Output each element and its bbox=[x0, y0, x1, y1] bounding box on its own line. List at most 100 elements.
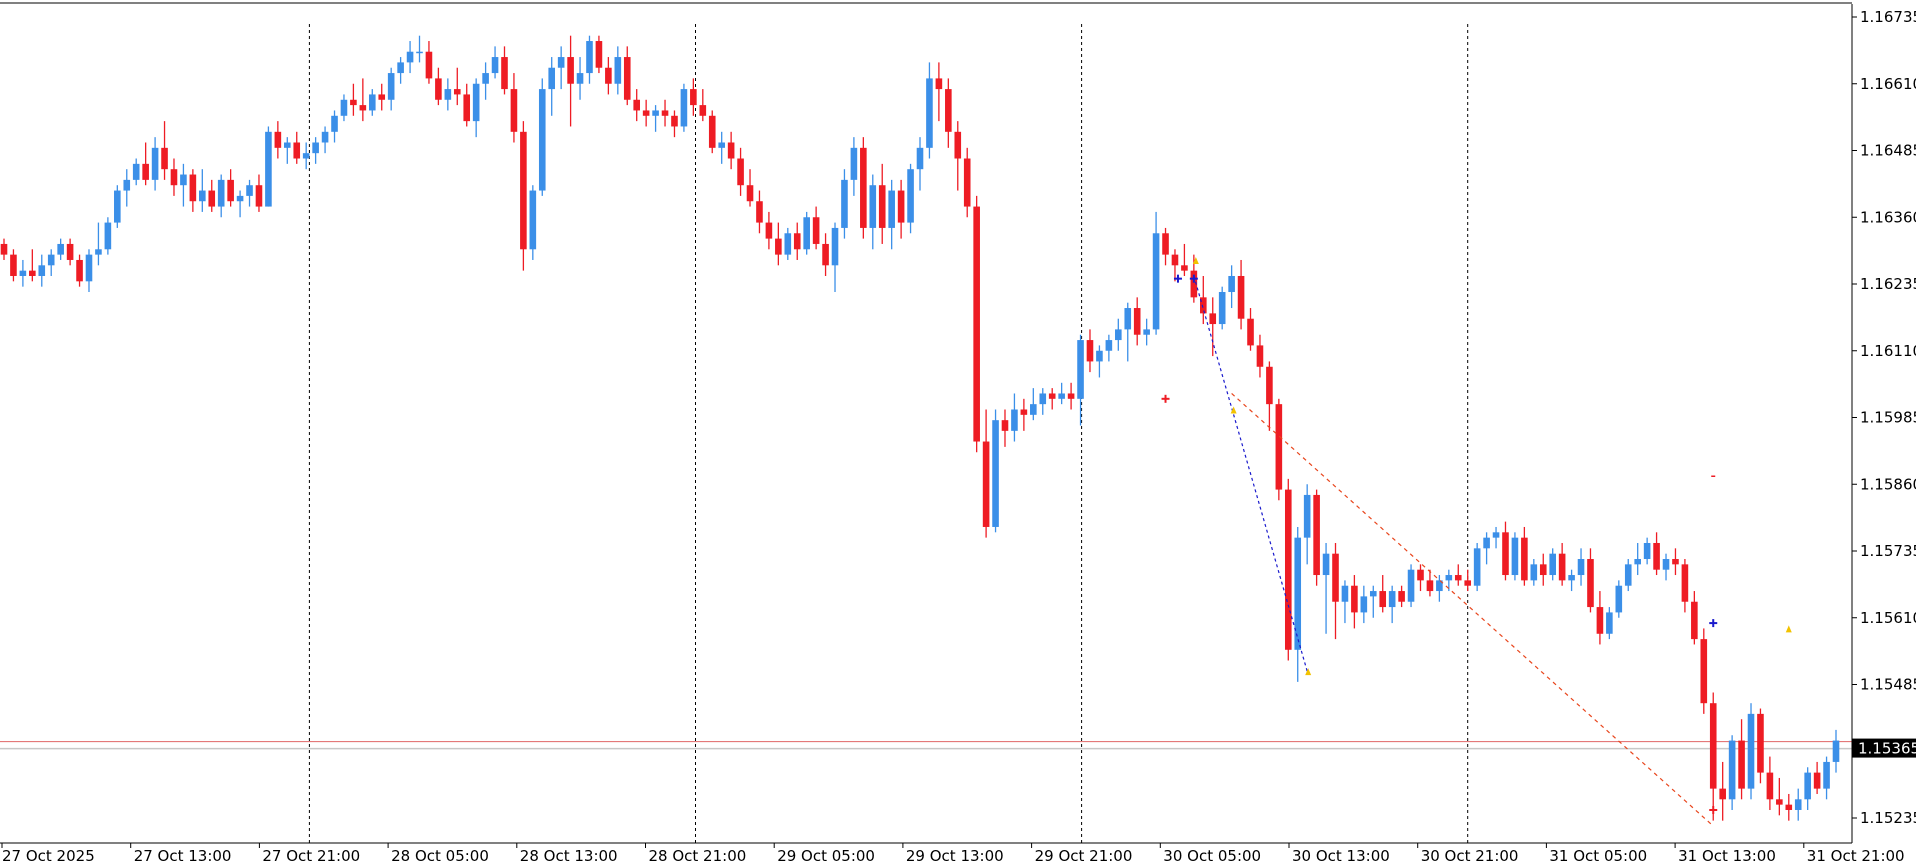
bull-candle[interactable] bbox=[1483, 532, 1490, 565]
bear-candle[interactable] bbox=[1133, 297, 1141, 346]
bear-candle[interactable] bbox=[793, 222, 801, 260]
bear-candle[interactable] bbox=[29, 249, 36, 282]
bull-candle[interactable] bbox=[992, 409, 999, 533]
bear-candle[interactable] bbox=[1284, 478, 1292, 661]
bull-candle[interactable] bbox=[1624, 559, 1632, 592]
bear-candle[interactable] bbox=[10, 249, 17, 282]
bull-candle[interactable] bbox=[718, 131, 725, 164]
bear-candle[interactable] bbox=[973, 195, 980, 453]
bear-candle[interactable] bbox=[1275, 398, 1283, 501]
bear-candle[interactable] bbox=[1209, 297, 1217, 357]
bear-candle[interactable] bbox=[1398, 585, 1405, 608]
bear-candle[interactable] bbox=[501, 46, 508, 95]
bear-candle[interactable] bbox=[1558, 542, 1566, 586]
bull-candle[interactable] bbox=[1407, 564, 1415, 608]
bear-candle[interactable] bbox=[822, 233, 829, 276]
bear-candle[interactable] bbox=[453, 67, 461, 106]
bull-candle[interactable] bbox=[1294, 526, 1302, 682]
bear-candle[interactable] bbox=[1719, 761, 1726, 821]
bear-candle[interactable] bbox=[1181, 243, 1188, 276]
bull-candle[interactable] bbox=[246, 179, 253, 207]
bull-candle[interactable] bbox=[1152, 211, 1160, 335]
bear-candle[interactable] bbox=[633, 89, 641, 122]
bull-candle[interactable] bbox=[482, 62, 489, 100]
bear-candle[interactable] bbox=[1672, 548, 1679, 576]
bull-candle[interactable] bbox=[321, 126, 329, 154]
bull-candle[interactable] bbox=[1341, 580, 1349, 624]
bear-candle[interactable] bbox=[1256, 334, 1264, 378]
bull-candle[interactable] bbox=[1445, 569, 1453, 592]
bull-candle[interactable] bbox=[1058, 382, 1065, 405]
bull-candle[interactable] bbox=[85, 249, 93, 293]
price-axis[interactable]: 1.16735 1.16610 1.16485 1.16360 1.16235 1.161… bbox=[1851, 4, 1916, 843]
bear-candle[interactable] bbox=[208, 179, 216, 212]
bear-candle[interactable] bbox=[274, 121, 282, 159]
bear-candle[interactable] bbox=[690, 78, 697, 116]
bear-candle[interactable] bbox=[1785, 793, 1793, 821]
bear-candle[interactable] bbox=[1464, 569, 1472, 592]
bull-candle[interactable] bbox=[302, 142, 310, 170]
bear-candle[interactable] bbox=[1813, 761, 1821, 794]
bear-candle[interactable] bbox=[161, 121, 168, 180]
bull-candle[interactable] bbox=[1511, 532, 1519, 581]
bear-candle[interactable] bbox=[1247, 308, 1254, 351]
bull-candle[interactable] bbox=[180, 163, 187, 207]
bull-candle[interactable] bbox=[1077, 334, 1084, 426]
bull-candle[interactable] bbox=[1436, 575, 1443, 602]
bull-candle[interactable] bbox=[926, 62, 933, 159]
bull-candle[interactable] bbox=[217, 174, 225, 218]
bear-candle[interactable] bbox=[623, 46, 631, 106]
bear-candle[interactable] bbox=[756, 190, 763, 234]
bull-candle[interactable] bbox=[652, 105, 659, 132]
bull-candle[interactable] bbox=[538, 78, 546, 196]
bear-candle[interactable] bbox=[737, 147, 744, 196]
bull-candle[interactable] bbox=[576, 57, 584, 100]
bear-candle[interactable] bbox=[1266, 361, 1273, 431]
bull-candle[interactable] bbox=[416, 35, 423, 63]
bear-candle[interactable] bbox=[76, 254, 83, 287]
bull-candle[interactable] bbox=[1096, 345, 1103, 378]
bull-candle[interactable] bbox=[1030, 388, 1037, 421]
bear-candle[interactable] bbox=[1417, 564, 1424, 592]
bear-candle[interactable] bbox=[567, 35, 574, 127]
bear-candle[interactable] bbox=[255, 174, 263, 212]
bull-candle[interactable] bbox=[38, 254, 46, 287]
bull-candle[interactable] bbox=[803, 211, 810, 255]
bear-candle[interactable] bbox=[1691, 591, 1698, 645]
bear-candle[interactable] bbox=[520, 121, 527, 271]
bear-candle[interactable] bbox=[897, 179, 905, 239]
bull-candle[interactable] bbox=[869, 174, 877, 250]
bear-candle[interactable] bbox=[0, 238, 8, 260]
bear-candle[interactable] bbox=[142, 142, 149, 186]
bear-candle[interactable] bbox=[954, 121, 962, 191]
bear-candle[interactable] bbox=[982, 409, 990, 538]
bear-candle[interactable] bbox=[1539, 553, 1547, 586]
bull-candle[interactable] bbox=[1492, 526, 1500, 549]
bear-candle[interactable] bbox=[595, 35, 603, 74]
bull-candle[interactable] bbox=[1747, 703, 1755, 800]
bear-candle[interactable] bbox=[350, 83, 357, 116]
bull-candle[interactable] bbox=[1794, 788, 1802, 821]
bear-candle[interactable] bbox=[435, 67, 442, 106]
bear-candle[interactable] bbox=[1502, 521, 1509, 581]
bull-candle[interactable] bbox=[680, 83, 688, 132]
bear-candle[interactable] bbox=[1020, 398, 1028, 431]
bull-candle[interactable] bbox=[1369, 585, 1377, 618]
bull-candle[interactable] bbox=[57, 238, 64, 260]
bull-candle[interactable] bbox=[784, 227, 792, 260]
bear-candle[interactable] bbox=[605, 57, 612, 95]
bull-candle[interactable] bbox=[1643, 537, 1651, 565]
bear-candle[interactable] bbox=[1162, 227, 1169, 266]
bull-candle[interactable] bbox=[1322, 542, 1330, 634]
bull-candle[interactable] bbox=[841, 169, 848, 239]
bull-candle[interactable] bbox=[387, 67, 395, 111]
bull-candle[interactable] bbox=[1388, 585, 1396, 624]
bull-candle[interactable] bbox=[1568, 569, 1575, 592]
bear-candle[interactable] bbox=[1709, 692, 1717, 821]
bull-candle[interactable] bbox=[1832, 729, 1840, 773]
bull-candle[interactable] bbox=[1577, 548, 1585, 586]
bull-candle[interactable] bbox=[850, 137, 858, 196]
bull-candle[interactable] bbox=[236, 190, 244, 218]
bull-candle[interactable] bbox=[331, 110, 338, 143]
